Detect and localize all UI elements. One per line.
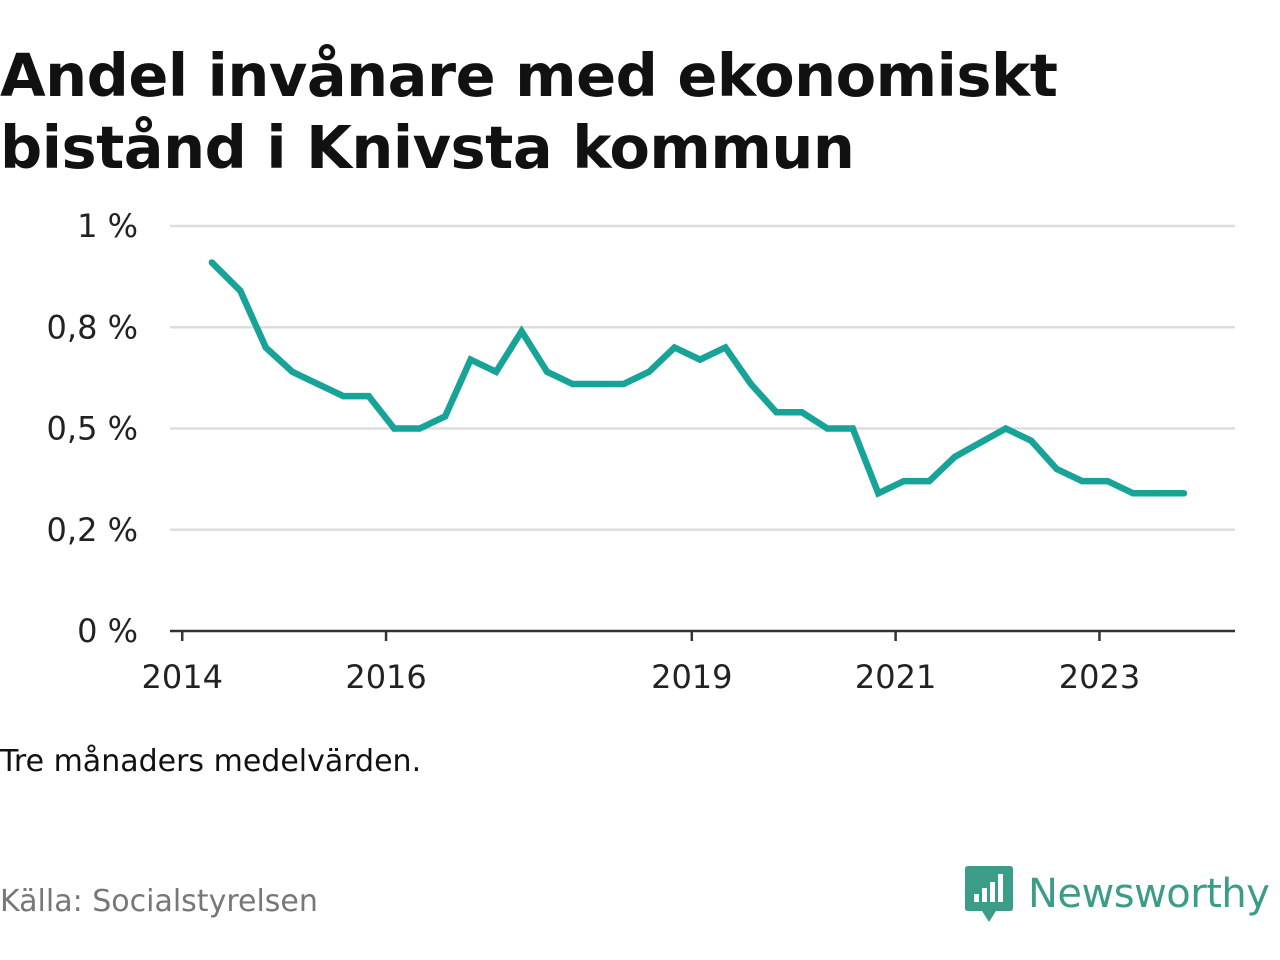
x-tick-label: 2019 — [651, 658, 732, 696]
data-point — [492, 368, 500, 375]
data-point — [824, 425, 831, 432]
data-point — [696, 356, 704, 363]
data-point — [391, 425, 398, 432]
newsworthy-logo-icon — [965, 866, 1013, 922]
data-point — [1129, 490, 1137, 497]
data-point — [926, 477, 933, 485]
data-point — [747, 380, 755, 388]
y-tick-label: 1 % — [77, 207, 138, 245]
brand-name: Newsworthy — [1028, 871, 1270, 917]
data-point — [1180, 490, 1188, 497]
data-point — [569, 380, 576, 388]
brand-logo[interactable]: Newsworthy — [964, 862, 1270, 926]
data-point — [262, 344, 269, 351]
data-point — [365, 392, 372, 400]
data-point — [237, 287, 244, 294]
data-point — [340, 392, 347, 400]
data-point — [977, 439, 984, 446]
x-tick-label: 2016 — [345, 658, 426, 696]
data-point — [1027, 437, 1035, 444]
y-tick-label: 0,5 % — [47, 410, 138, 448]
data-point — [1104, 477, 1111, 485]
series-group — [208, 259, 1188, 498]
y-tick-label: 0,8 % — [47, 308, 138, 346]
data-point — [671, 344, 678, 351]
series-line — [209, 260, 1184, 498]
data-point — [620, 380, 627, 388]
data-point — [1078, 477, 1086, 485]
grid-lines — [170, 224, 1235, 531]
data-point — [594, 380, 602, 388]
data-point — [798, 409, 806, 416]
data-point — [722, 344, 729, 351]
y-tick-label: 0,2 % — [47, 511, 138, 549]
data-point — [518, 328, 525, 335]
data-point — [900, 477, 907, 485]
x-tick-label: 2023 — [1059, 658, 1140, 696]
data-point — [543, 368, 551, 375]
y-axis: 0 % 0,2 % 0,5 % 0,8 % 1 % — [47, 207, 138, 650]
data-point — [1053, 465, 1060, 473]
data-point — [1155, 490, 1162, 497]
x-tick-label: 2014 — [142, 658, 223, 696]
chart-note: Tre månaders medelvärden. — [0, 744, 422, 779]
data-point — [645, 368, 653, 375]
x-axis: 2014 2016 2019 2021 2023 — [142, 629, 1235, 696]
data-point — [416, 425, 423, 432]
data-point — [849, 425, 857, 432]
data-point — [467, 356, 474, 363]
data-point — [441, 413, 449, 420]
data-point — [314, 380, 321, 388]
data-point — [208, 259, 215, 266]
x-tick-label: 2021 — [855, 658, 936, 696]
data-point — [875, 490, 882, 497]
data-point — [773, 409, 780, 416]
data-point — [951, 453, 958, 461]
line-chart: 0 %0,2 %0,5 %0,8 %1 % 2014 2016 2019 2021 20… — [47, 207, 1235, 696]
data-point — [1002, 425, 1009, 432]
source-credit: Källa: Socialstyrelsen — [0, 884, 318, 919]
chart-title: Andel invånare med ekonomiskt bistånd i … — [0, 41, 1058, 182]
y-tick-label: 0 % — [77, 612, 138, 650]
data-point — [289, 368, 296, 375]
